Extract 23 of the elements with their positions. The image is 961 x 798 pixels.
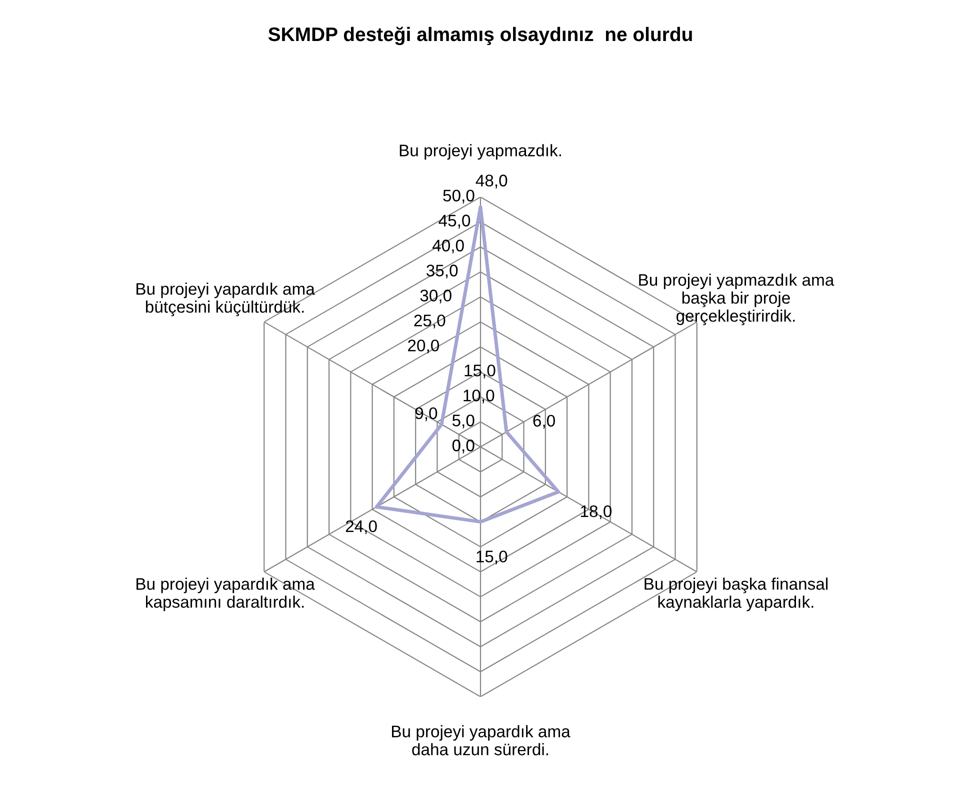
spoke-label: Bu projeyi yapardık ama kapsamını daraltırdık. [136,578,315,612]
y-tick-label: 35,0 [426,264,458,278]
data-label: 48,0 [476,174,508,188]
spoke-label: Bu projeyi yapardık ama daha uzun sürerdi. [392,725,570,756]
spoke-label: Bu projeyi yapardık ama bütçesini küçültürdük. [136,282,315,316]
data-label: 18,0 [581,505,612,520]
spoke-label: Bu projeyi başka finansal kaynaklarla yapardık. [644,578,828,612]
chart-title: SKMDP desteği almamış olsaydınız ne olurdu [268,26,692,46]
spoke-label: Bu projeyi yapmazdık. [400,144,561,160]
y-tick-label: 50,0 [443,190,474,204]
y-tick-label: 20,0 [408,340,439,354]
y-tick-label: 25,0 [414,314,446,328]
y-tick-label: 30,0 [420,290,452,304]
y-tick-label: 5,0 [452,414,474,428]
y-tick-label: 10,0 [464,390,494,404]
data-label: 9,0 [415,407,438,422]
y-tick-label: 40,0 [432,240,464,254]
spoke-label: Bu projeyi yapmazdık ama başka bir proje gerçekleştirirdik. [639,274,834,326]
data-label: 6,0 [533,414,555,429]
data-label: 24,0 [346,520,377,534]
data-label: 15,0 [476,550,508,564]
y-tick-label: 45,0 [438,214,470,228]
y-tick-label: 0,0 [452,440,474,454]
